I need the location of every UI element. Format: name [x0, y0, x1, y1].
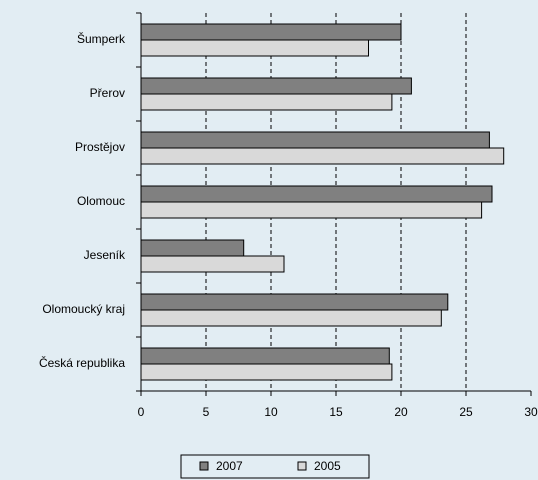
x-tick-label: 25 [459, 405, 473, 419]
x-tick-label: 0 [138, 405, 145, 419]
bar [140, 309, 442, 327]
bar [140, 201, 483, 219]
y-tick-label: Česká republika [39, 355, 125, 370]
bar [140, 185, 493, 203]
y-tick-label: Prostějov [75, 140, 125, 154]
y-tick-label: Přerov [90, 86, 125, 100]
x-tick-label: 5 [203, 405, 210, 419]
bar [140, 23, 402, 41]
y-tick-label: Jeseník [84, 248, 126, 262]
bar [140, 147, 505, 165]
bar [140, 39, 369, 57]
bar [140, 131, 490, 149]
bar [140, 239, 245, 257]
bar [140, 77, 412, 95]
legend-swatch [199, 461, 209, 471]
y-tick-label: Šumperk [77, 31, 126, 46]
bar [140, 347, 390, 365]
x-tick-label: 15 [329, 405, 343, 419]
legend-box [180, 454, 370, 479]
bar [140, 255, 285, 273]
legend-swatch [297, 461, 307, 471]
bar [140, 293, 449, 311]
x-tick-label: 20 [394, 405, 408, 419]
bar [140, 93, 393, 111]
x-tick-label: 30 [524, 405, 538, 419]
legend-label: 2005 [314, 459, 341, 473]
y-tick-label: Olomoucký kraj [42, 302, 125, 316]
x-tick-label: 10 [264, 405, 278, 419]
bar [140, 363, 393, 381]
legend-label: 2007 [216, 459, 243, 473]
y-tick-label: Olomouc [77, 194, 125, 208]
